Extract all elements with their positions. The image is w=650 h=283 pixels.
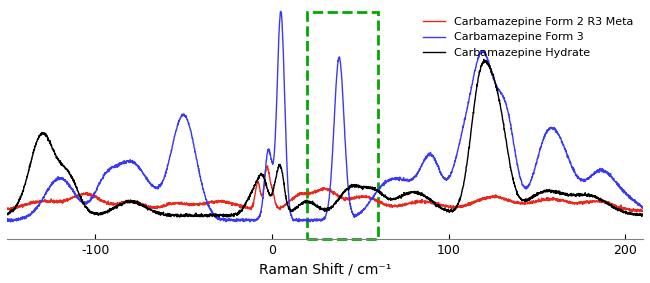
- Carbamazepine Form 3: [558, 141, 566, 145]
- Carbamazepine Hydrate: [223, 215, 231, 219]
- Carbamazepine Hydrate: [247, 191, 255, 194]
- Carbamazepine Form 3: [113, 163, 121, 167]
- Line: Carbamazepine Hydrate: Carbamazepine Hydrate: [7, 59, 643, 217]
- Legend: Carbamazepine Form 2 R3 Meta, Carbamazepine Form 3, Carbamazepine Hydrate: Carbamazepine Form 2 R3 Meta, Carbamazep…: [418, 12, 638, 63]
- Carbamazepine Form 2 R3 Meta: [75, 193, 83, 196]
- Carbamazepine Hydrate: [627, 212, 635, 216]
- Carbamazepine Form 2 R3 Meta: [247, 207, 255, 211]
- Carbamazepine Form 2 R3 Meta: [627, 209, 634, 212]
- Carbamazepine Form 2 R3 Meta: [628, 211, 636, 214]
- Carbamazepine Hydrate: [3, 213, 11, 216]
- Carbamazepine Form 3: [275, 41, 283, 45]
- Line: Carbamazepine Form 3: Carbamazepine Form 3: [7, 11, 643, 222]
- Carbamazepine Form 2 R3 Meta: [3, 207, 11, 211]
- Carbamazepine Form 3: [277, 10, 285, 13]
- Carbamazepine Form 3: [247, 218, 255, 221]
- Carbamazepine Form 3: [246, 220, 254, 224]
- Carbamazepine Form 2 R3 Meta: [113, 203, 121, 207]
- Carbamazepine Hydrate: [480, 58, 488, 61]
- Carbamazepine Form 3: [639, 207, 647, 210]
- Carbamazepine Hydrate: [113, 205, 121, 208]
- Carbamazepine Form 2 R3 Meta: [558, 199, 566, 202]
- Carbamazepine Form 2 R3 Meta: [275, 207, 283, 210]
- Carbamazepine Form 3: [627, 196, 635, 200]
- Carbamazepine Form 2 R3 Meta: [264, 164, 272, 168]
- Carbamazepine Hydrate: [75, 193, 83, 197]
- Carbamazepine Form 3: [75, 199, 83, 202]
- X-axis label: Raman Shift / cm⁻¹: Raman Shift / cm⁻¹: [259, 262, 391, 276]
- Line: Carbamazepine Form 2 R3 Meta: Carbamazepine Form 2 R3 Meta: [7, 166, 643, 212]
- Carbamazepine Hydrate: [639, 213, 647, 216]
- Carbamazepine Form 3: [3, 220, 11, 223]
- Carbamazepine Hydrate: [558, 191, 566, 194]
- Carbamazepine Hydrate: [275, 164, 283, 167]
- Carbamazepine Form 2 R3 Meta: [639, 209, 647, 213]
